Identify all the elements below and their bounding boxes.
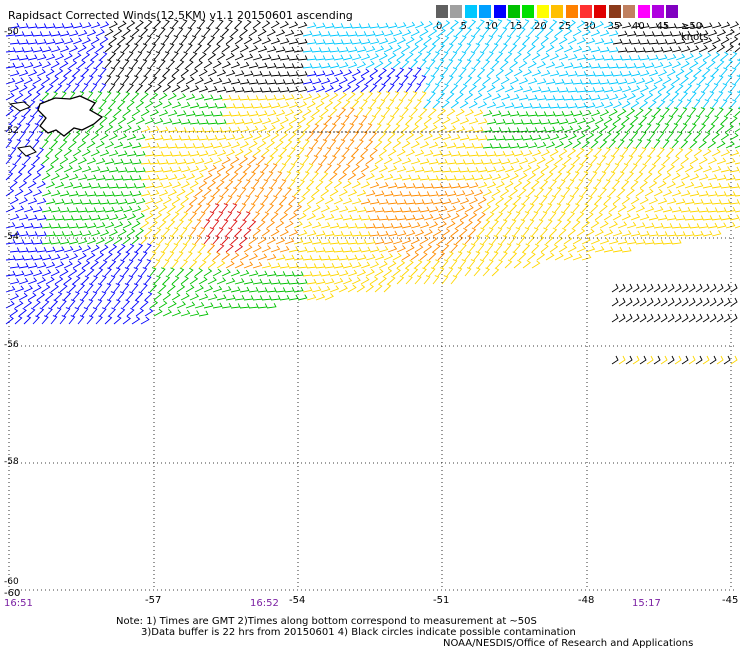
legend-swatch — [536, 5, 549, 18]
map-grid — [8, 30, 735, 591]
wind-barb-group — [104, 19, 740, 365]
x-tick-label: -54 — [289, 595, 306, 606]
wind-barb-group — [5, 21, 427, 325]
x-tick-label-left: -60 — [4, 588, 21, 599]
legend-swatch — [637, 5, 650, 18]
legend-swatch — [594, 5, 607, 18]
coastline-fragment — [8, 101, 31, 112]
falkland-islands-coastline — [37, 95, 104, 137]
legend-swatch — [680, 5, 693, 18]
legend-label: 10 — [485, 21, 498, 32]
note-line-1: Note: 1) Times are GMT 2)Times along bot… — [116, 616, 537, 627]
legend-swatch — [565, 5, 578, 18]
x-tick-label: -51 — [433, 595, 450, 606]
y-tick-label: -50 — [4, 27, 19, 37]
legend-swatch — [608, 5, 621, 18]
legend-swatch — [666, 5, 679, 18]
legend-swatch — [652, 5, 664, 18]
wind-barb-group — [185, 107, 487, 269]
credit-line: NOAA/NESDIS/Office of Research and Appli… — [443, 638, 694, 649]
legend-label: 5 — [460, 21, 467, 32]
legend-label: 20 — [534, 21, 547, 32]
legend-swatch — [508, 5, 520, 18]
note-line-2: 3)Data buffer is 22 hrs from 20150601 4)… — [141, 627, 576, 638]
y-tick-label: -52 — [4, 126, 19, 136]
legend-swatch — [580, 5, 592, 18]
wind-barb-group — [203, 203, 257, 253]
y-tick-label: -60 — [4, 577, 19, 587]
wind-barb-group — [302, 19, 740, 109]
x-tick-label: -57 — [145, 595, 162, 606]
map-title: Rapidsact Corrected Winds(12.5KM) v1.1 2… — [8, 9, 353, 22]
legend-label: 35 — [607, 21, 621, 32]
legend-swatch — [551, 5, 564, 18]
time-label-right: 15:17 — [632, 598, 661, 609]
wind-barb-group — [140, 91, 740, 365]
legend-label: ≥50 knots — [681, 21, 709, 43]
legend-swatch — [479, 5, 492, 18]
legend-label: 25 — [558, 21, 572, 32]
y-tick-label: -56 — [4, 340, 19, 350]
legend-swatch — [450, 5, 463, 18]
legend-swatch — [493, 5, 506, 18]
wind-barb-field — [5, 19, 740, 365]
time-label-left: 16:51 — [4, 598, 33, 609]
x-tick-label: -48 — [578, 595, 595, 606]
wind-barb-group — [41, 91, 740, 317]
coastline-fragment-2 — [16, 145, 37, 157]
legend-swatch — [522, 5, 535, 18]
legend-swatch — [623, 5, 636, 18]
legend-label: 0 — [436, 21, 443, 32]
x-tick-label: -45 — [722, 595, 739, 606]
time-label-middle: 16:52 — [250, 598, 279, 609]
legend-label: 45 — [656, 21, 670, 32]
y-tick-label: -54 — [4, 232, 19, 242]
legend-swatch — [436, 5, 448, 18]
legend-label: 15 — [509, 21, 523, 32]
y-tick-label: -58 — [4, 457, 19, 467]
legend-swatch — [464, 5, 477, 18]
